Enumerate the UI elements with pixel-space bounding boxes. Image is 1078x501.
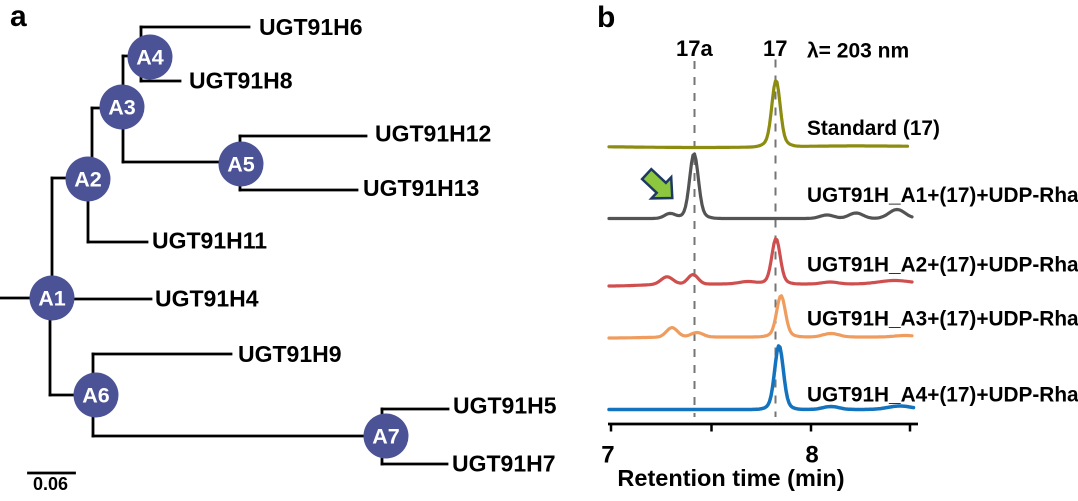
svg-text:UGT91H4: UGT91H4: [155, 286, 259, 312]
svg-text:Standard (17): Standard (17): [807, 117, 940, 140]
svg-text:A2: A2: [74, 167, 102, 191]
svg-text:A5: A5: [227, 152, 255, 176]
svg-text:7: 7: [601, 441, 614, 468]
svg-text:UGT91H_A3+(17)+UDP-Rha: UGT91H_A3+(17)+UDP-Rha: [807, 308, 1078, 331]
svg-text:17: 17: [763, 36, 787, 61]
svg-text:A1: A1: [38, 286, 66, 310]
svg-text:A4: A4: [136, 45, 164, 69]
svg-text:A3: A3: [108, 95, 136, 119]
svg-text:UGT91H_A2+(17)+UDP-Rha: UGT91H_A2+(17)+UDP-Rha: [807, 254, 1078, 277]
svg-text:A7: A7: [372, 424, 400, 448]
svg-text:8: 8: [805, 441, 818, 468]
svg-text:a: a: [10, 0, 27, 33]
svg-text:UGT91H11: UGT91H11: [152, 228, 267, 254]
svg-text:UGT91H_A1+(17)+UDP-Rha: UGT91H_A1+(17)+UDP-Rha: [807, 184, 1078, 207]
svg-text:A6: A6: [82, 383, 110, 407]
svg-text:0.06: 0.06: [33, 474, 68, 494]
svg-text:UGT91H6: UGT91H6: [259, 14, 363, 40]
svg-text:λ= 203 nm: λ= 203 nm: [807, 40, 909, 63]
svg-text:UGT91H_A4+(17)+UDP-Rha: UGT91H_A4+(17)+UDP-Rha: [807, 384, 1078, 407]
svg-text:UGT91H13: UGT91H13: [363, 175, 479, 201]
svg-text:UGT91H12: UGT91H12: [375, 121, 491, 147]
svg-text:UGT91H9: UGT91H9: [238, 341, 342, 367]
svg-text:b: b: [597, 1, 615, 34]
svg-text:Retention time (min): Retention time (min): [617, 465, 844, 491]
svg-text:UGT91H5: UGT91H5: [453, 393, 557, 419]
svg-text:UGT91H7: UGT91H7: [452, 451, 556, 477]
svg-text:17a: 17a: [676, 36, 713, 61]
svg-text:UGT91H8: UGT91H8: [189, 68, 293, 94]
